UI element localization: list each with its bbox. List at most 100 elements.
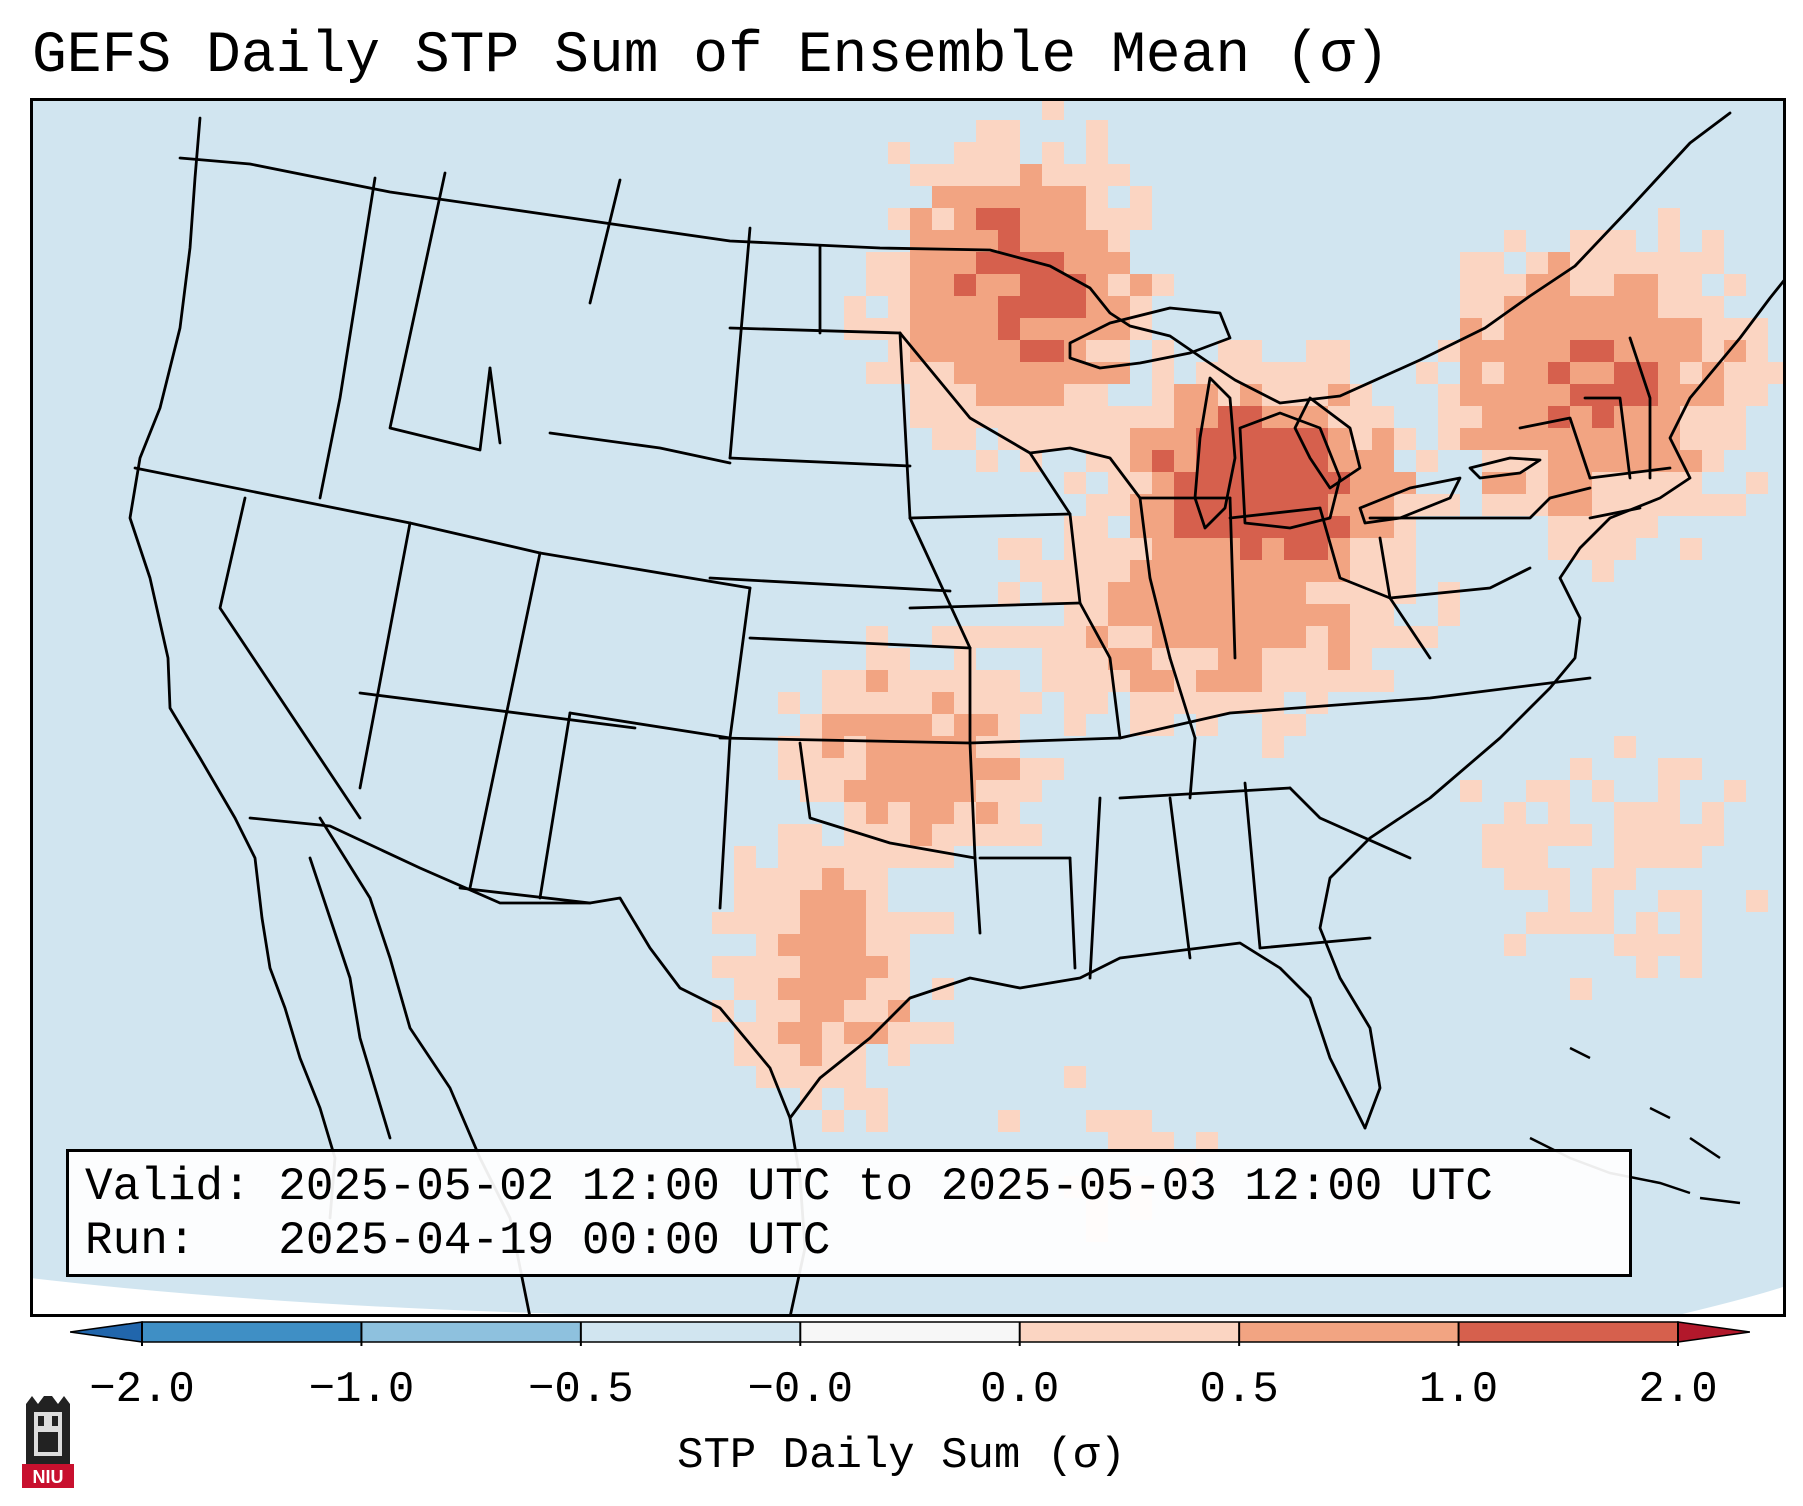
stp-cell	[1174, 604, 1196, 626]
colorbar-segment	[361, 1322, 582, 1342]
stp-cell	[1636, 252, 1658, 274]
stp-cell	[1108, 208, 1130, 230]
stp-cell	[888, 362, 910, 384]
stp-cell	[1042, 428, 1064, 450]
stp-cell	[1020, 626, 1042, 648]
stp-cell	[1152, 692, 1174, 714]
colorbar-tick-label: −2.0	[89, 1365, 195, 1415]
stp-cell	[976, 164, 998, 186]
stp-cell	[888, 1000, 910, 1022]
stp-cell	[822, 978, 844, 1000]
stp-cell	[1086, 252, 1108, 274]
stp-cell	[932, 208, 954, 230]
stp-cell	[844, 692, 866, 714]
stp-cell	[1658, 208, 1680, 230]
stp-cell	[1724, 384, 1746, 406]
stp-cell	[1130, 604, 1152, 626]
stp-cell	[976, 252, 998, 274]
stp-cell	[1064, 296, 1086, 318]
stp-cell	[1064, 428, 1086, 450]
stp-cell	[1614, 362, 1636, 384]
stp-cell	[888, 252, 910, 274]
stp-cell	[976, 296, 998, 318]
stp-cell	[756, 956, 778, 978]
stp-cell	[844, 1022, 866, 1044]
stp-cell	[1108, 1110, 1130, 1132]
stp-cell	[1064, 318, 1086, 340]
stp-cell	[800, 714, 822, 736]
stp-cell	[1504, 802, 1526, 824]
stp-cell	[1526, 384, 1548, 406]
stp-cell	[800, 736, 822, 758]
stp-cell	[1592, 560, 1614, 582]
colorbar-tick-label: 1.0	[1418, 1365, 1499, 1415]
stp-cell	[1108, 648, 1130, 670]
stp-cell	[1570, 362, 1592, 384]
stp-cell	[1680, 252, 1702, 274]
stp-cell	[822, 890, 844, 912]
stp-cell	[1108, 252, 1130, 274]
stp-cell	[1130, 714, 1152, 736]
stp-cell	[1702, 296, 1724, 318]
stp-cell	[1108, 560, 1130, 582]
stp-cell	[1108, 296, 1130, 318]
stp-cell	[954, 296, 976, 318]
stp-cell	[1592, 274, 1614, 296]
stp-cell	[1020, 428, 1042, 450]
stp-cell	[1526, 296, 1548, 318]
west-coast	[128, 116, 337, 1220]
stp-cell	[866, 692, 888, 714]
stp-cell	[954, 670, 976, 692]
stp-cell	[778, 758, 800, 780]
stp-cell	[1460, 296, 1482, 318]
stp-cell	[756, 1022, 778, 1044]
stp-cell	[1614, 252, 1636, 274]
stp-cell	[1042, 362, 1064, 384]
stp-cell	[822, 1000, 844, 1022]
stp-cell	[866, 758, 888, 780]
stp-cell	[932, 1022, 954, 1044]
stp-cell	[1526, 472, 1548, 494]
stp-cell	[1020, 692, 1042, 714]
stp-cell	[1526, 252, 1548, 274]
stp-cell	[1680, 428, 1702, 450]
stp-cell	[1548, 472, 1570, 494]
colorbar-segment	[142, 1322, 362, 1342]
stp-cell	[1526, 494, 1548, 516]
stp-cell	[1196, 494, 1218, 516]
stp-cell	[1086, 1110, 1108, 1132]
stp-cell	[1350, 648, 1372, 670]
stp-cell	[1218, 384, 1240, 406]
stp-cell	[734, 912, 756, 934]
stp-cell	[1306, 582, 1328, 604]
stp-cell	[1064, 252, 1086, 274]
stp-cell	[822, 758, 844, 780]
stp-cell	[976, 230, 998, 252]
stp-cell	[1416, 362, 1438, 384]
stp-cell	[1350, 626, 1372, 648]
us-canada-border	[178, 111, 1732, 405]
stp-cell	[998, 802, 1020, 824]
lake-erie	[1358, 476, 1462, 525]
stp-cell	[1042, 626, 1064, 648]
stp-cell	[888, 1022, 910, 1044]
stp-cell	[1218, 670, 1240, 692]
stp-cell	[1658, 274, 1680, 296]
stp-cell	[1680, 472, 1702, 494]
stp-cell	[1592, 296, 1614, 318]
stp-cell	[1262, 450, 1284, 472]
stp-cell	[1196, 1132, 1218, 1154]
stp-cell	[1746, 472, 1768, 494]
stp-cell	[1570, 758, 1592, 780]
stp-cell	[844, 780, 866, 802]
stp-cell	[1658, 230, 1680, 252]
stp-cell	[1570, 274, 1592, 296]
stp-cell	[1240, 692, 1262, 714]
stp-cell	[1174, 472, 1196, 494]
stp-cell	[1020, 758, 1042, 780]
stp-cell	[888, 978, 910, 1000]
stp-cell	[800, 1022, 822, 1044]
stp-cell	[1482, 406, 1504, 428]
stp-cell	[1086, 384, 1108, 406]
stp-cell	[800, 1044, 822, 1066]
